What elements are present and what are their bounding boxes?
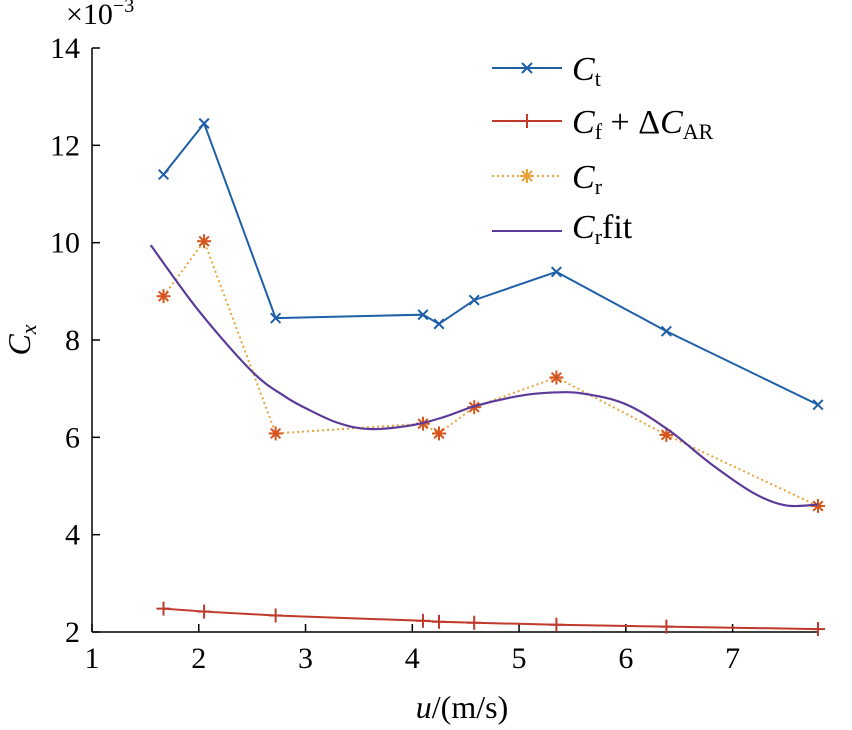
y-tick-label: 14	[50, 32, 80, 65]
legend-label-crfit: Crfit	[572, 209, 633, 249]
series-line-ct	[162, 121, 819, 406]
data-point-ct	[468, 294, 480, 306]
x-ticks: 1 2 3 4 5 6 7	[85, 624, 740, 675]
data-point-ct	[550, 266, 562, 278]
x-tick-label: 7	[725, 642, 740, 675]
x-tick-label: 1	[85, 642, 100, 675]
series-line-crfit	[149, 244, 819, 508]
data-point-cf	[549, 617, 564, 632]
series-layer	[149, 117, 825, 637]
data-point-cr	[156, 289, 171, 304]
y-multiplier-label: ×10−3	[66, 0, 134, 31]
legend-marker-ct	[521, 62, 533, 74]
y-ticks: 2 4 6 8 10 12 14	[50, 32, 100, 649]
data-point-cf	[467, 615, 482, 630]
data-point-ct	[812, 399, 824, 411]
data-point-cf	[197, 604, 212, 619]
x-axis-title: u/(m/s)	[416, 689, 508, 725]
x-tick-label: 6	[618, 642, 633, 675]
data-point-cf	[156, 601, 171, 616]
data-point-cr	[197, 234, 212, 249]
x-tick-label: 2	[191, 642, 206, 675]
data-point-ct	[198, 117, 210, 129]
data-point-cf	[415, 613, 430, 628]
data-point-ct	[417, 309, 429, 321]
x-tick-label: 4	[405, 642, 420, 675]
y-tick-label: 10	[50, 227, 80, 260]
legend: Ct Cf + ΔCAR Cr Crfit	[492, 51, 714, 249]
data-point-cr	[549, 370, 564, 385]
x-axis-unit: /(m/s)	[432, 689, 508, 725]
legend-marker-cr	[520, 169, 534, 183]
y-tick-label: 12	[50, 129, 80, 162]
data-point-cf	[811, 622, 825, 637]
data-point-cr	[811, 498, 825, 513]
data-point-ct	[270, 312, 282, 324]
data-point-ct	[660, 325, 672, 337]
series-cr	[156, 234, 825, 513]
y-tick-label: 6	[65, 421, 80, 454]
x-tick-label: 3	[298, 642, 313, 675]
y-axis-sub: x	[16, 324, 41, 335]
data-point-ct	[433, 318, 445, 330]
legend-marker-cf	[520, 114, 534, 128]
y-tick-label: 8	[65, 324, 80, 357]
y-axis-main: C	[1, 334, 37, 356]
legend-label-ct: Ct	[572, 51, 601, 91]
y-tick-label: 4	[65, 519, 80, 552]
series-line-cr	[162, 239, 819, 507]
data-point-cf	[659, 619, 674, 634]
y-tick-label: 2	[65, 616, 80, 649]
data-point-cr	[431, 426, 446, 441]
x-tick-label: 5	[512, 642, 527, 675]
y-axis-title: Cx	[1, 324, 41, 355]
y-multiplier-base: ×10	[66, 0, 113, 31]
series-ct	[158, 117, 824, 411]
y-multiplier-exp: −3	[113, 0, 134, 17]
data-point-cr	[268, 426, 283, 441]
data-point-cf	[431, 614, 446, 629]
data-point-cr	[659, 427, 674, 442]
data-point-cf	[268, 608, 283, 623]
series-cf	[156, 601, 825, 637]
x-axis-var: u	[416, 689, 432, 725]
data-point-ct	[158, 169, 170, 181]
series-crfit	[149, 244, 819, 508]
legend-label-cr: Cr	[572, 159, 603, 199]
legend-label-cf: Cf + ΔCAR	[572, 104, 714, 144]
series-line-cf	[163, 607, 819, 631]
